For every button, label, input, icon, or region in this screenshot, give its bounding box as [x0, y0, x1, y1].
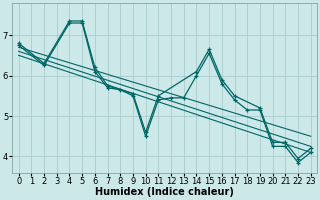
X-axis label: Humidex (Indice chaleur): Humidex (Indice chaleur): [95, 187, 234, 197]
